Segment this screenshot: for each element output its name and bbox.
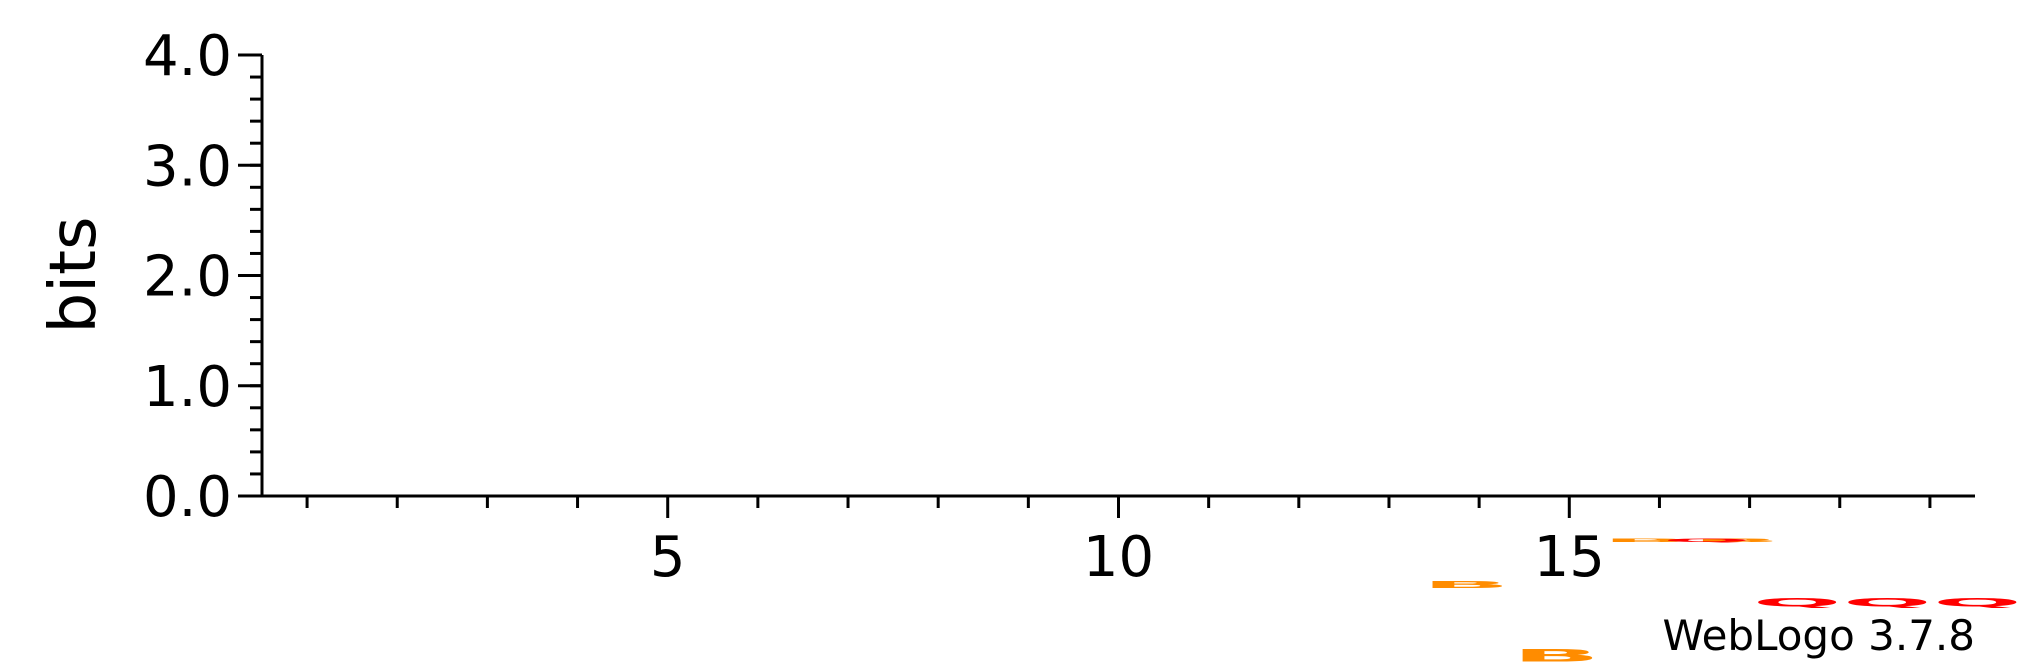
x-ticks: 5 10 15 [305,496,1932,590]
logo-column: QZCAB [1663,538,1751,543]
logo-letter: B [1602,538,1690,543]
y-tick-label: 4.0 [143,24,232,89]
logo-column: BCAZ [1602,538,1690,543]
logo-letter: Q [1933,596,2021,609]
logo-column: BACZ [1692,538,1780,543]
logo-letter: B [1422,579,1510,590]
logo-stacks: BTCAZBCAZBCAZBACZQZCABQAZQAZQAZXXXXXQAZQ… [1422,538,2022,666]
logo-column: BTCAZ [1422,579,1510,590]
y-tick-label: 1.0 [143,355,232,420]
x-tick-label: 10 [1083,525,1154,590]
chart-axes: 0.0 1.0 2.0 3.0 4.0 5 10 15 [143,24,1975,590]
logo-letter: B [1692,538,1780,543]
x-tick-label: 5 [650,525,686,590]
logo-column: QAZ [1843,596,1931,609]
y-axis-label: bits [37,217,111,334]
logo-letter: Q [1753,596,1841,609]
x-tick-label: 15 [1534,525,1605,590]
weblogo-credit: WebLogo 3.7.8 [1663,611,1976,660]
logo-column: BCAZ [1512,646,1600,666]
logo-letter: Q [1663,538,1751,543]
logo-column: QAZ [1933,596,2021,609]
y-tick-label: 3.0 [143,134,232,199]
y-ticks: 0.0 1.0 2.0 3.0 4.0 [143,24,262,530]
logo-letter: Q [1843,596,1931,609]
logo-letter: B [1512,646,1600,666]
y-tick-label: 0.0 [143,465,232,530]
logo-column: QAZ [1753,596,1841,609]
y-tick-label: 2.0 [143,245,232,310]
